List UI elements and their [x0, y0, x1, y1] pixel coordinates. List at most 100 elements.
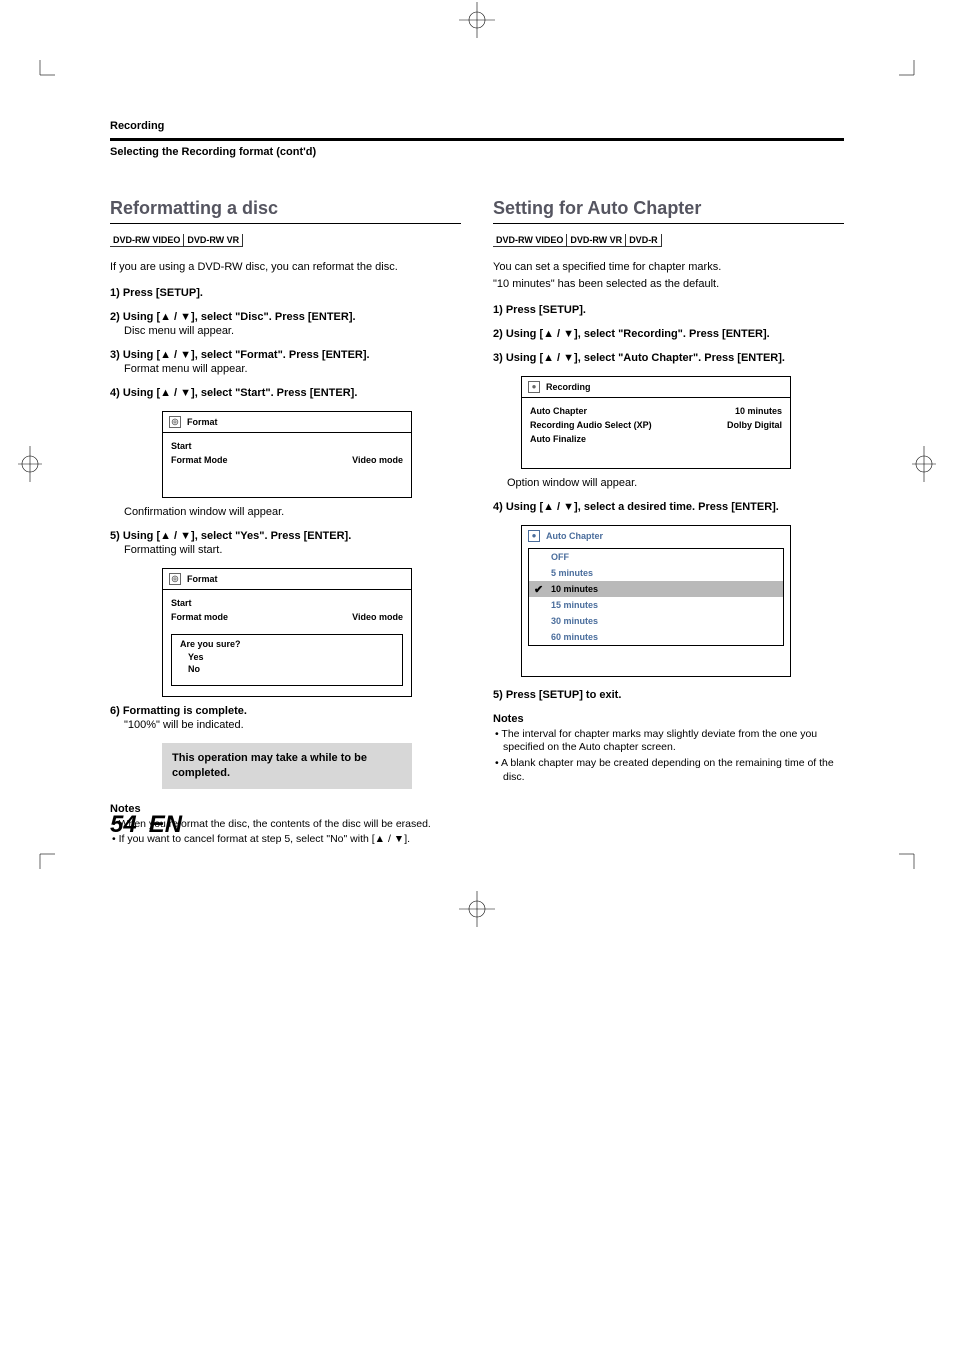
step-body: Formatting will start.	[124, 544, 461, 556]
page-number: 54 EN	[110, 811, 182, 839]
step: 3) Using [▲ / ▼], select "Auto Chapter".…	[493, 352, 844, 364]
menu-label: Format Mode	[171, 455, 228, 465]
intro-text: "10 minutes" has been selected as the de…	[493, 277, 844, 292]
register-mark-right	[912, 444, 936, 484]
col-left: Reformatting a disc DVD-RW VIDEODVD-RW V…	[110, 198, 461, 849]
badge: DVD-RW VR	[567, 234, 626, 247]
register-mark-top	[457, 0, 497, 40]
step: 1) Press [SETUP].	[493, 304, 844, 316]
crop-mark	[25, 839, 55, 869]
badge: DVD-R	[626, 234, 662, 247]
note: The interval for chapter marks may sligh…	[493, 728, 844, 755]
option-label: 5 minutes	[551, 568, 593, 578]
confirm-no: No	[180, 663, 394, 675]
badges: DVD-RW VIDEODVD-RW VRDVD-R	[493, 230, 844, 248]
page-lang: EN	[149, 811, 182, 838]
badge: DVD-RW VIDEO	[110, 234, 184, 247]
option-row: 5 minutes	[529, 565, 783, 581]
step-body: Disc menu will appear.	[124, 325, 461, 337]
option-label: 15 minutes	[551, 600, 598, 610]
section-title-reformat: Reformatting a disc	[110, 198, 461, 219]
menu-autochapter-options: ● Auto Chapter OFF 5 minutes ✔10 minutes 15…	[521, 525, 791, 677]
menu-title: Recording	[546, 382, 591, 392]
step-head: 1) Press [SETUP].	[110, 287, 461, 299]
menu-label: Auto Chapter	[530, 406, 587, 416]
option-row: 30 minutes	[529, 613, 783, 629]
disc-icon: ◎	[169, 416, 181, 428]
option-label: 10 minutes	[551, 584, 598, 594]
step-head: 4) Using [▲ / ▼], select a desired time.…	[493, 501, 844, 513]
menu-title: Auto Chapter	[546, 531, 603, 541]
step: 2) Using [▲ / ▼], select "Disc". Press […	[110, 311, 461, 337]
follow-text: Confirmation window will appear.	[124, 506, 461, 518]
notes-heading: Notes	[493, 713, 844, 725]
menu-value: Dolby Digital	[727, 420, 782, 430]
menu-title: Format	[187, 417, 218, 427]
intro-text: You can set a specified time for chapter…	[493, 260, 844, 275]
crop-mark	[899, 60, 929, 90]
rec-icon: ●	[528, 530, 540, 542]
step-head: 1) Press [SETUP].	[493, 304, 844, 316]
option-label: 60 minutes	[551, 632, 598, 642]
option-row: 15 minutes	[529, 597, 783, 613]
step-head: 2) Using [▲ / ▼], select "Disc". Press […	[110, 311, 461, 323]
rule	[110, 138, 844, 141]
follow-text: Option window will appear.	[507, 477, 844, 489]
confirm-title: Are you sure?	[180, 639, 394, 649]
badge: DVD-RW VR	[184, 234, 243, 247]
breadcrumb: Recording	[110, 120, 844, 132]
menu-value: Video mode	[352, 455, 403, 465]
option-row: OFF	[529, 549, 783, 565]
intro-text: If you are using a DVD-RW disc, you can …	[110, 260, 461, 275]
menu-format-1: ◎ Format Start Format Mode Video mode	[162, 411, 412, 498]
menu-label: Recording Audio Select (XP)	[530, 420, 652, 430]
crop-mark	[25, 60, 55, 90]
callout-box: This operation may take a while to be co…	[162, 743, 412, 789]
badge: DVD-RW VIDEO	[493, 234, 567, 247]
rule	[110, 223, 461, 224]
step-body: "100%" will be indicated.	[124, 719, 461, 731]
col-right: Setting for Auto Chapter DVD-RW VIDEODVD…	[493, 198, 844, 849]
step-head: 3) Using [▲ / ▼], select "Auto Chapter".…	[493, 352, 844, 364]
rec-icon: ●	[528, 381, 540, 393]
step-head: 5) Using [▲ / ▼], select "Yes". Press [E…	[110, 530, 461, 542]
badges: DVD-RW VIDEODVD-RW VR	[110, 230, 461, 248]
menu-value: 10 minutes	[735, 406, 782, 416]
register-mark-left	[18, 444, 42, 484]
note: A blank chapter may be created depending…	[493, 757, 844, 784]
step-head: 2) Using [▲ / ▼], select "Recording". Pr…	[493, 328, 844, 340]
subhead: Selecting the Recording format (cont'd)	[110, 146, 844, 158]
step: 1) Press [SETUP].	[110, 287, 461, 299]
rule	[493, 223, 844, 224]
step-body: Format menu will appear.	[124, 363, 461, 375]
disc-icon: ◎	[169, 573, 181, 585]
step-head: 5) Press [SETUP] to exit.	[493, 689, 844, 701]
step-head: 6) Formatting is complete.	[110, 705, 461, 717]
step-head: 3) Using [▲ / ▼], select "Format". Press…	[110, 349, 461, 361]
menu-label: Auto Finalize	[530, 434, 586, 444]
page-num-value: 54	[110, 811, 137, 838]
confirm-yes: Yes	[180, 651, 394, 663]
step: 6) Formatting is complete. "100%" will b…	[110, 705, 461, 731]
register-mark-bottom	[457, 889, 497, 929]
menu-title: Format	[187, 574, 218, 584]
step: 5) Using [▲ / ▼], select "Yes". Press [E…	[110, 530, 461, 556]
menu-recording: ● Recording Auto Chapter 10 minutes Recor…	[521, 376, 791, 469]
step-head: 4) Using [▲ / ▼], select "Start". Press …	[110, 387, 461, 399]
option-row: ✔10 minutes	[529, 581, 783, 597]
step: 4) Using [▲ / ▼], select "Start". Press …	[110, 387, 461, 399]
menu-label: Start	[171, 598, 192, 608]
menu-label: Start	[171, 441, 192, 451]
option-label: 30 minutes	[551, 616, 598, 626]
option-label: OFF	[551, 552, 569, 562]
crop-mark	[899, 839, 929, 869]
menu-format-2: ◎ Format Start Format modeVideo mode Are…	[162, 568, 412, 697]
section-title-autochapter: Setting for Auto Chapter	[493, 198, 844, 219]
option-row: 60 minutes	[529, 629, 783, 645]
step: 3) Using [▲ / ▼], select "Format". Press…	[110, 349, 461, 375]
confirm-dialog: Are you sure? Yes No	[171, 634, 403, 686]
menu-label: Format mode	[171, 612, 228, 622]
step: 2) Using [▲ / ▼], select "Recording". Pr…	[493, 328, 844, 340]
step: 4) Using [▲ / ▼], select a desired time.…	[493, 501, 844, 513]
step: 5) Press [SETUP] to exit.	[493, 689, 844, 701]
